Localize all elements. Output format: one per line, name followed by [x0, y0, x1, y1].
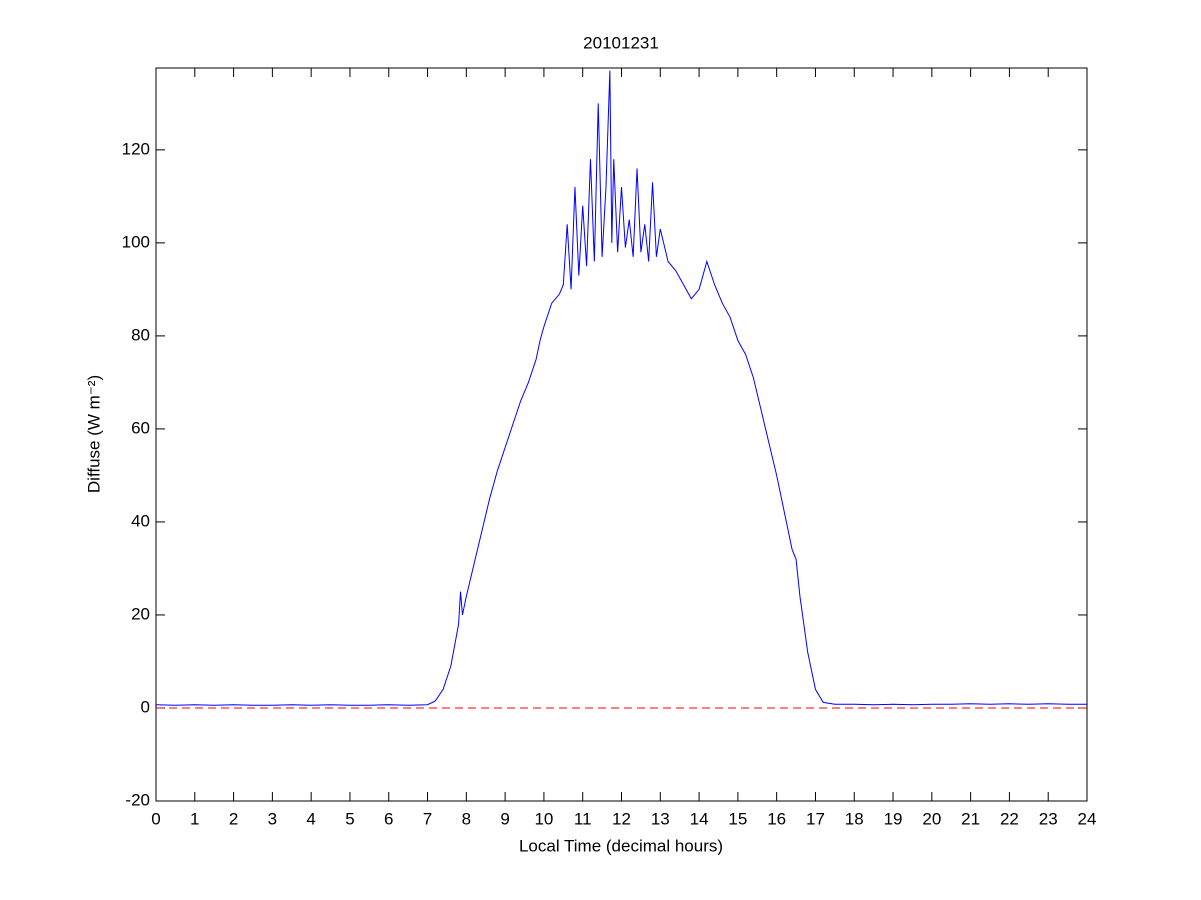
plot-area [156, 68, 1087, 801]
y-tick-label: 80 [131, 325, 150, 344]
x-tick-label: 10 [534, 809, 553, 828]
x-tick-label: 13 [651, 809, 670, 828]
y-tick-label: 20 [131, 604, 150, 623]
x-tick-label: 5 [345, 809, 354, 828]
x-tick-label: 22 [1000, 809, 1019, 828]
x-tick-label: 9 [500, 809, 509, 828]
x-tick-label: 7 [423, 809, 432, 828]
y-tick-label: 40 [131, 511, 150, 530]
x-tick-label: 0 [151, 809, 160, 828]
x-tick-label: 4 [306, 809, 315, 828]
y-tick-label: 60 [131, 418, 150, 437]
x-tick-label: 20 [922, 809, 941, 828]
data-line [155, 70, 1087, 706]
x-tick-label: 14 [690, 809, 709, 828]
x-tick-label: 11 [574, 809, 592, 828]
y-tick-label: 0 [141, 697, 150, 716]
x-tick-label: 15 [728, 809, 747, 828]
y-tick-label: 100 [122, 232, 150, 251]
chart-title: 20101231 [583, 33, 659, 52]
x-tick-label: 16 [767, 809, 786, 828]
y-tick-label: -20 [125, 790, 150, 809]
x-tick-label: 2 [229, 809, 238, 828]
x-tick-label: 24 [1078, 809, 1097, 828]
y-axis-label: Diffuse (W m⁻²) [84, 375, 103, 493]
x-tick-label: 1 [190, 809, 199, 828]
axes-box [155, 67, 1088, 802]
x-tick-label: 21 [961, 809, 980, 828]
x-tick-label: 17 [806, 809, 825, 828]
x-axis-label: Local Time (decimal hours) [519, 836, 723, 855]
x-tick-label: 23 [1039, 809, 1058, 828]
x-tick-label: 8 [462, 809, 471, 828]
x-tick-label: 6 [384, 809, 393, 828]
x-tick-label: 18 [845, 809, 864, 828]
x-tick-label: 19 [884, 809, 903, 828]
x-tick-label: 3 [268, 809, 277, 828]
y-tick-label: 120 [122, 139, 150, 158]
x-tick-label: 12 [612, 809, 631, 828]
